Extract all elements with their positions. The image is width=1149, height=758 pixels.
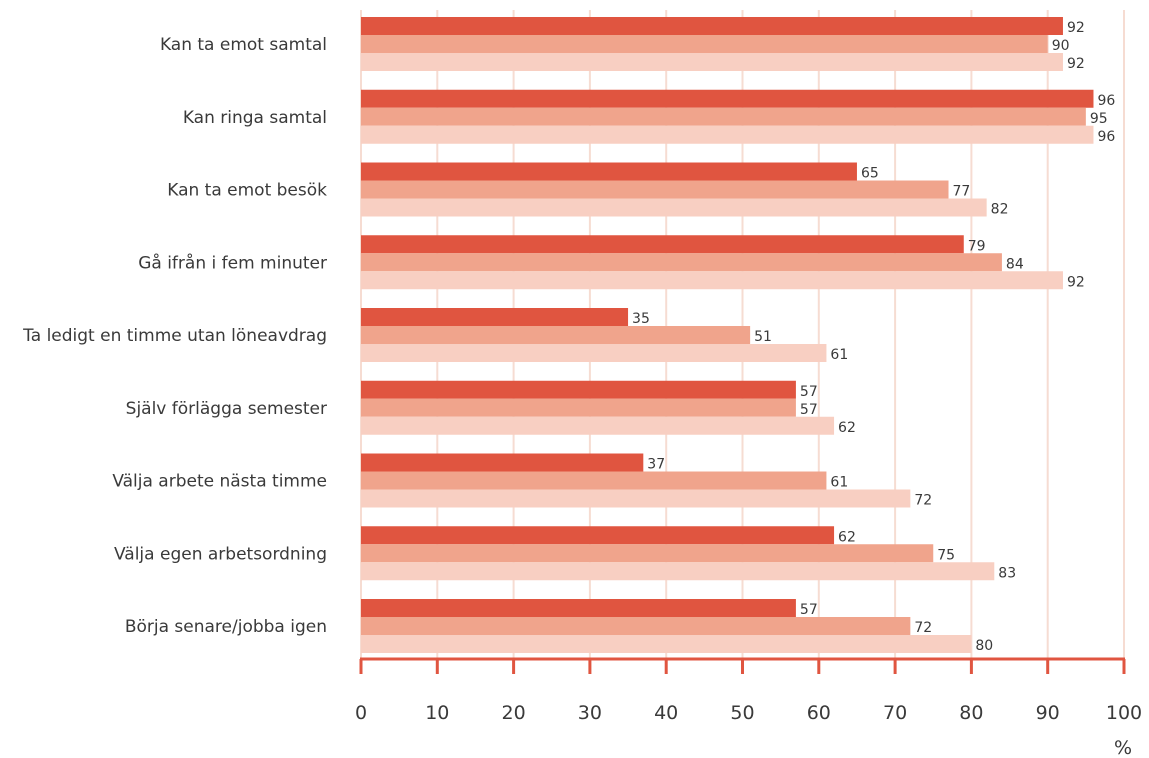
category-label-8: Välja egen arbetsordning [114, 544, 327, 564]
bar-5-series-3 [361, 344, 827, 362]
bar-1-series-2 [361, 35, 1048, 53]
x-tick-label-50: 50 [730, 702, 754, 724]
category-label-5: Ta ledigt en timme utan löneavdrag [22, 326, 327, 346]
bars [361, 17, 1094, 653]
data-label-1-series-1: 92 [1067, 20, 1085, 36]
bar-1-series-1 [361, 17, 1063, 35]
bar-7-series-1 [361, 453, 644, 472]
bar-3-series-3 [361, 198, 987, 217]
bar-4-series-1 [361, 235, 964, 254]
data-label-6-series-2: 57 [800, 402, 818, 418]
data-label-7-series-3: 72 [914, 493, 932, 509]
unit-label: % [1114, 737, 1132, 758]
data-label-4-series-3: 92 [1067, 274, 1085, 290]
data-label-5-series-1: 35 [632, 311, 650, 327]
data-label-2-series-3: 96 [1097, 129, 1115, 145]
data-labels: 92 90 92 96 95 96 65 77 82 79 84 92 35 51 61 57 57 62 37 61… [632, 20, 1115, 654]
bar-6-series-3 [361, 416, 835, 435]
category-label-2: Kan ringa samtal [183, 108, 327, 128]
data-label-7-series-2: 61 [830, 475, 848, 491]
x-tick-label-80: 80 [959, 702, 983, 724]
bar-2-series-3 [361, 125, 1094, 144]
data-label-7-series-1: 37 [647, 457, 665, 473]
category-label-7: Välja arbete nästa timme [112, 472, 327, 492]
x-tick-label-0: 0 [355, 702, 367, 724]
x-tick-label-20: 20 [502, 702, 526, 724]
data-label-4-series-1: 79 [968, 238, 986, 254]
data-label-5-series-2: 51 [754, 329, 772, 345]
data-label-3-series-2: 77 [953, 184, 971, 200]
bar-6-series-1 [361, 380, 796, 399]
data-label-8-series-2: 75 [937, 547, 955, 563]
data-label-9-series-2: 72 [914, 620, 932, 636]
x-tick-label-60: 60 [807, 702, 831, 724]
bar-2-series-2 [361, 107, 1086, 126]
data-label-6-series-3: 62 [838, 420, 856, 436]
x-tick-label-100: 100 [1106, 702, 1142, 724]
category-labels: Kan ta emot samtal Kan ringa samtal Kan ta… [22, 35, 327, 637]
bar-6-series-2 [361, 398, 796, 417]
bar-8-series-3 [361, 562, 995, 581]
x-tick-label-40: 40 [654, 702, 678, 724]
category-label-1: Kan ta emot samtal [160, 35, 327, 55]
bar-7-series-3 [361, 489, 911, 508]
data-label-2-series-2: 95 [1090, 111, 1108, 127]
category-label-6: Själv förlägga semester [126, 399, 327, 419]
bar-5-series-1 [361, 308, 629, 326]
data-label-1-series-2: 90 [1052, 38, 1070, 54]
data-label-2-series-1: 96 [1097, 93, 1115, 109]
bar-1-series-3 [361, 53, 1063, 71]
data-label-1-series-3: 92 [1067, 56, 1085, 72]
data-label-8-series-3: 83 [998, 565, 1016, 581]
category-label-9: Börja senare/jobba igen [125, 617, 327, 637]
bar-5-series-2 [361, 326, 751, 344]
data-label-9-series-1: 57 [800, 602, 818, 618]
bar-8-series-2 [361, 544, 934, 563]
bar-9-series-2 [361, 617, 911, 635]
bar-3-series-2 [361, 180, 949, 199]
data-label-5-series-3: 61 [830, 347, 848, 363]
bar-4-series-2 [361, 253, 1002, 272]
category-label-3: Kan ta emot besök [167, 181, 327, 201]
data-label-9-series-3: 80 [975, 638, 993, 654]
bar-9-series-1 [361, 599, 796, 617]
bar-2-series-1 [361, 89, 1094, 108]
x-axis: 0 10 20 30 40 50 60 70 80 90 100 [355, 657, 1142, 724]
bar-7-series-2 [361, 471, 827, 490]
data-label-3-series-1: 65 [861, 166, 879, 182]
bar-8-series-1 [361, 526, 835, 545]
data-label-4-series-2: 84 [1006, 256, 1024, 272]
data-label-3-series-3: 82 [991, 202, 1009, 218]
x-tick-label-10: 10 [425, 702, 449, 724]
data-label-8-series-1: 62 [838, 529, 856, 545]
data-label-6-series-1: 57 [800, 384, 818, 400]
bar-3-series-1 [361, 162, 857, 181]
x-tick-label-30: 30 [578, 702, 602, 724]
bar-9-series-3 [361, 635, 972, 653]
x-tick-label-70: 70 [883, 702, 907, 724]
category-label-4: Gå ifrån i fem minuter [138, 252, 327, 273]
x-tick-label-90: 90 [1036, 702, 1060, 724]
bar-4-series-3 [361, 271, 1063, 290]
